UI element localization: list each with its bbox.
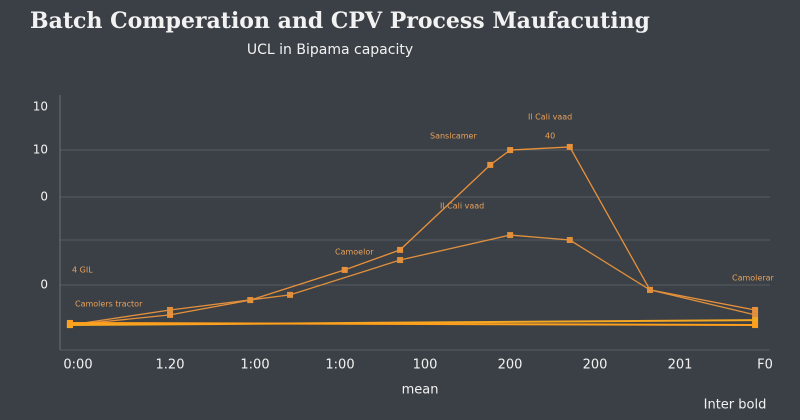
point (287, 291, 294, 298)
point (167, 311, 174, 318)
point (752, 311, 759, 318)
point (487, 161, 494, 168)
x-tick-label: 1.20 (156, 358, 185, 373)
x-tick-label: 200 (498, 358, 523, 373)
x-tick-label: 1:00 (325, 358, 354, 373)
x-tick-label: 1:00 (240, 358, 269, 373)
point (752, 306, 759, 313)
x-tick-label: 201 (668, 358, 693, 373)
annotation: Il Cali vaad (528, 113, 572, 122)
point (397, 257, 404, 264)
annotation: Sanslcamer (430, 132, 477, 141)
annotation: Camolers tractor (75, 300, 143, 309)
point (167, 306, 174, 313)
x-tick-label: 200 (583, 358, 608, 373)
annotation: 4 GIL (72, 266, 93, 275)
point (566, 237, 573, 244)
point (647, 286, 654, 293)
chart-title: Batch Comperation and CPV Process Maufac… (30, 8, 650, 34)
grid (60, 149, 770, 351)
y-tick-label: 10 (33, 100, 48, 114)
point (397, 246, 404, 253)
series-line (69, 146, 756, 326)
series-line (69, 321, 756, 327)
corner-note: Inter bold (704, 398, 767, 413)
y-tick-label: 10 (33, 143, 48, 157)
chart-subtitle: UCL in Bipama capacity (247, 42, 413, 58)
point (507, 232, 514, 239)
x-tick-label: F0 (757, 358, 773, 373)
y-tick-label: 0 (40, 190, 48, 204)
point (341, 266, 348, 273)
point (66, 319, 73, 326)
annotation: Camoelor (335, 248, 374, 257)
annotation: Il Cali vaad (440, 202, 484, 211)
point (752, 322, 759, 329)
x-axis-label: mean (402, 383, 439, 398)
point (507, 147, 514, 154)
x-tick-label: 0:00 (63, 358, 92, 373)
series-line (69, 234, 756, 326)
annotation: Camolerar (732, 274, 775, 283)
annotation: 40 (545, 132, 555, 141)
y-tick-label: 0 (40, 278, 48, 292)
point (752, 317, 759, 324)
point (566, 143, 573, 150)
x-tick-label: 100 (413, 358, 438, 373)
